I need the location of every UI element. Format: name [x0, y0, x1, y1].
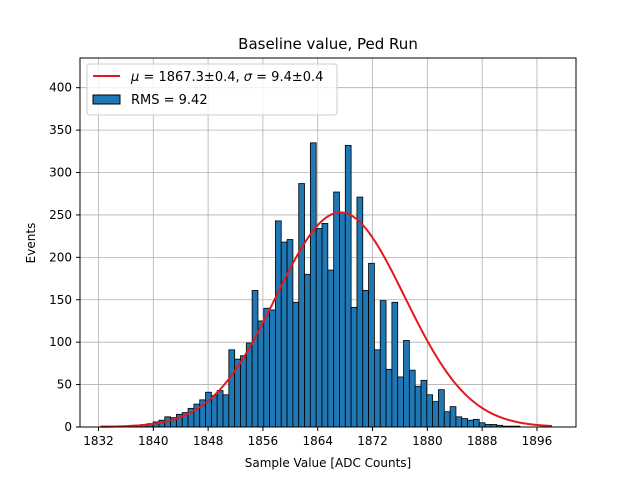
histogram-bar: [397, 376, 404, 428]
histogram-bar: [478, 422, 486, 428]
histogram-bar: [280, 241, 288, 428]
histogram-bar: [473, 418, 480, 428]
x-tick-label: 1888: [467, 434, 498, 448]
histogram-bar: [216, 390, 224, 428]
y-tick-label: 300: [49, 166, 72, 180]
legend-mu-symbol: μ: [130, 70, 139, 85]
x-axis-label: Sample Value [ADC Counts]: [245, 456, 411, 470]
y-axis-label: Events: [24, 223, 38, 264]
histogram-bar: [420, 379, 428, 428]
histogram-bar: [251, 290, 259, 428]
y-tick-label: 100: [49, 335, 72, 349]
histogram-bar: [449, 406, 457, 428]
histogram-bar: [356, 196, 364, 428]
histogram-bar: [309, 142, 317, 428]
histogram-bar: [339, 211, 346, 428]
histogram-bar: [350, 306, 358, 428]
legend-fit-label: μ = 1867.3±0.4, σ = 9.4±0.4: [130, 70, 323, 85]
x-tick-label: 1832: [83, 434, 114, 448]
histogram-bar: [315, 228, 323, 428]
x-tick-label: 1896: [522, 434, 553, 448]
x-tick-label: 1856: [248, 434, 279, 448]
x-tick-label: 1840: [138, 434, 169, 448]
histogram-bar: [467, 419, 474, 428]
histogram-bar: [391, 301, 399, 428]
legend-sigma-symbol: σ: [244, 70, 253, 85]
histogram-bar: [426, 394, 434, 428]
histogram-bar: [240, 355, 247, 428]
y-tick-label: 350: [49, 123, 72, 137]
histogram-bar: [362, 290, 369, 428]
histogram-bar: [408, 369, 416, 428]
histogram-bar: [321, 223, 329, 428]
histogram-bar: [368, 262, 375, 428]
histogram-bar: [304, 273, 311, 428]
legend-sigma-value: = 9.4±0.4: [252, 70, 323, 85]
x-tick-label: 1848: [193, 434, 224, 448]
y-tick-label: 200: [49, 250, 72, 264]
gaussian-fit-curve: [100, 211, 553, 428]
y-tick-label: 0: [64, 420, 72, 434]
histogram-bar: [344, 144, 352, 428]
x-tick-label: 1864: [302, 434, 333, 448]
histogram-bar: [245, 342, 253, 428]
histogram-bar: [455, 416, 463, 428]
histogram-bar: [327, 269, 335, 428]
y-tick-label: 400: [49, 81, 72, 95]
legend-mu-value: = 1867.3±0.4,: [139, 70, 243, 85]
histogram-bar: [269, 309, 276, 428]
histogram-bar: [385, 368, 393, 428]
legend: μ = 1867.3±0.4, σ = 9.4±0.4 RMS = 9.42: [86, 63, 338, 116]
legend-histogram-swatch: [92, 94, 121, 105]
y-tick-label: 150: [49, 293, 72, 307]
histogram-bar: [374, 349, 381, 428]
histogram-bar: [333, 191, 340, 428]
histogram-bar: [438, 389, 445, 428]
histogram-bar: [298, 183, 305, 428]
y-axis-ticks: 0 50 100 150 200 250 300 350 400: [49, 81, 80, 434]
histogram-bar: [257, 320, 265, 428]
histogram-bar: [210, 395, 218, 428]
histogram-bar: [275, 220, 282, 428]
histogram-bar: [461, 418, 468, 428]
plot-frame: [79, 57, 577, 428]
legend-box: [86, 63, 338, 116]
histogram-bar: [443, 411, 451, 428]
histogram-bar: [292, 301, 300, 428]
legend-rms-label: RMS = 9.42: [131, 93, 208, 108]
y-tick-label: 50: [57, 378, 72, 392]
histogram-bar: [414, 385, 422, 428]
x-axis-ticks: 1832 1840 1848 1856 1864 1872 1880 1888 1896: [83, 427, 552, 448]
histogram-bar: [379, 300, 387, 428]
histogram-bar: [205, 391, 212, 428]
histogram-bar: [432, 401, 439, 428]
chart-title: Baseline value, Ped Run: [238, 35, 418, 53]
x-tick-label: 1872: [357, 434, 388, 448]
x-tick-label: 1880: [412, 434, 443, 448]
histogram-bar: [228, 349, 236, 428]
histogram-bar: [222, 394, 230, 428]
histogram-bar: [263, 307, 270, 428]
histogram-bar: [403, 340, 410, 428]
y-tick-label: 250: [49, 208, 72, 222]
